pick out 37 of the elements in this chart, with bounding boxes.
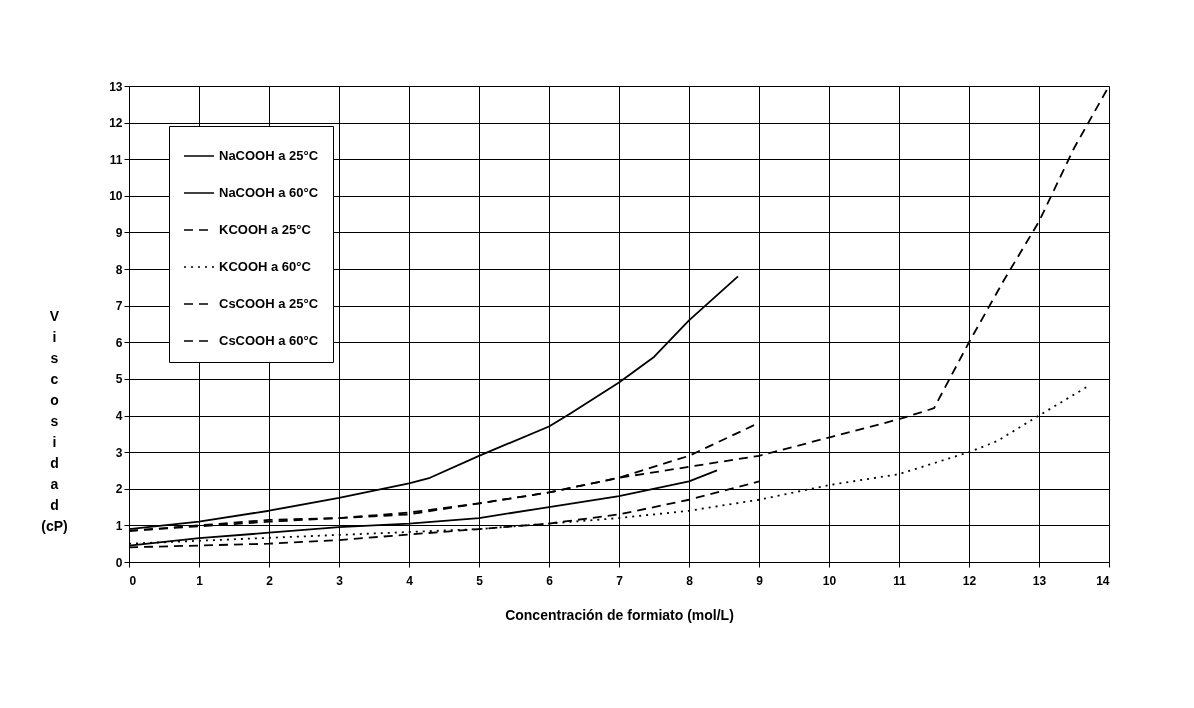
- x-tick-label: 13: [1032, 573, 1047, 588]
- y-tick-label: 8: [115, 262, 123, 277]
- x-tick-label: 6: [546, 573, 554, 588]
- y-tick-label: 5: [115, 372, 123, 387]
- y-tick-label: 11: [109, 152, 123, 167]
- x-tick-label: 9: [756, 573, 764, 588]
- x-tick-label: 11: [893, 573, 907, 588]
- legend-label: CsCOOH a 25°C: [219, 296, 319, 311]
- y-tick-label: 7: [115, 299, 123, 314]
- x-tick-label: 0: [129, 573, 137, 588]
- y-tick-label: 3: [115, 445, 123, 460]
- x-tick-label: 1: [196, 573, 204, 588]
- legend-label: KCOOH a 60°C: [219, 259, 312, 274]
- y-tick-label: 2: [115, 482, 123, 497]
- x-tick-label: 7: [616, 573, 624, 588]
- y-tick-label: 13: [109, 79, 123, 94]
- x-tick-label: 10: [822, 573, 837, 588]
- y-tick-label: 12: [109, 116, 123, 131]
- x-tick-label: 4: [406, 573, 414, 588]
- y-tick-label: 6: [115, 335, 123, 350]
- x-tick-label: 5: [476, 573, 484, 588]
- y-tick-label: 9: [115, 225, 123, 240]
- y-tick-label: 10: [109, 189, 123, 204]
- legend-label: KCOOH a 25°C: [219, 222, 312, 237]
- x-tick-label: 8: [686, 573, 694, 588]
- y-tick-label: 1: [115, 518, 123, 533]
- x-tick-label: 14: [1096, 573, 1110, 588]
- text: Viscosidad (cP): [41, 307, 68, 534]
- y-tick-label: 0: [115, 555, 123, 570]
- legend-label: NaCOOH a 60°C: [219, 185, 319, 200]
- legend-label: NaCOOH a 25°C: [219, 148, 319, 163]
- x-tick-label: 2: [266, 573, 274, 588]
- y-tick-label: 4: [115, 409, 123, 424]
- x-tick-label: 12: [962, 573, 977, 588]
- legend-label: CsCOOH a 60°C: [219, 333, 319, 348]
- x-axis-title: Concentración de formiato (mol/L): [505, 606, 734, 623]
- x-tick-label: 3: [336, 573, 344, 588]
